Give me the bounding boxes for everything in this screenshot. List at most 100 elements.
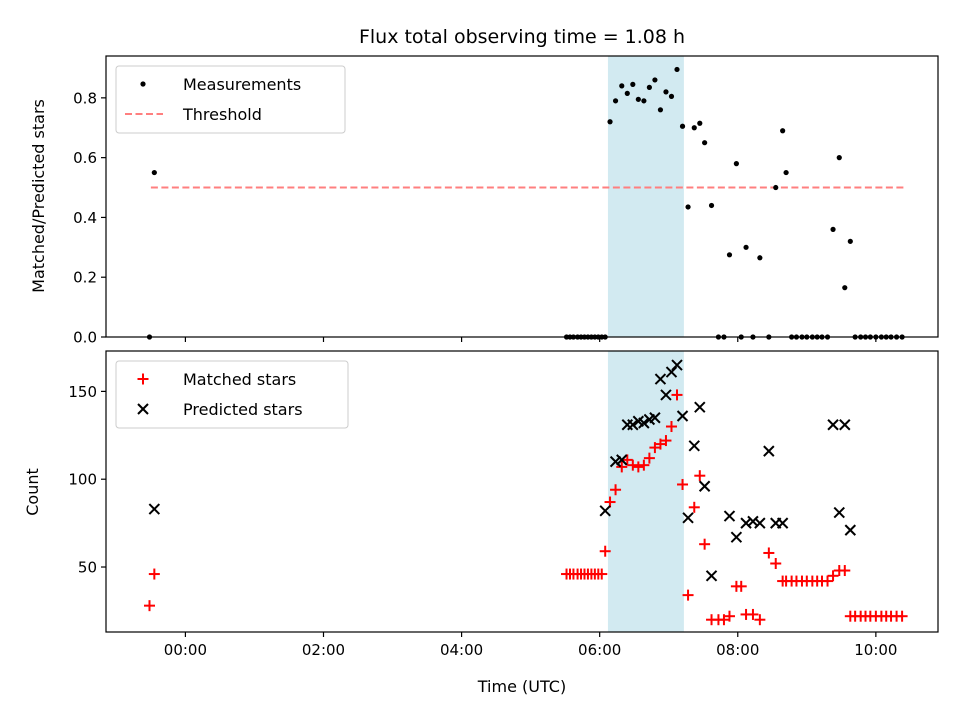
y-tick-label: 100 xyxy=(68,471,97,489)
data-point xyxy=(730,531,743,543)
series-matched-stars xyxy=(143,389,908,626)
data-point xyxy=(847,238,853,244)
data-point xyxy=(665,366,678,378)
data-point xyxy=(708,202,715,209)
y-tick-label: 0.6 xyxy=(73,149,97,167)
data-point xyxy=(773,184,779,191)
x-stroke-2 xyxy=(776,517,789,529)
data-point xyxy=(646,84,652,90)
x-tick-label: 08:00 xyxy=(716,641,759,659)
data-point xyxy=(763,547,775,559)
x-tick-label: 10:00 xyxy=(854,641,897,659)
x-stroke-2 xyxy=(827,419,839,431)
x-stroke-2 xyxy=(616,454,628,466)
data-point xyxy=(844,524,857,536)
legend-label: Measurements xyxy=(183,75,301,94)
x-stroke-2 xyxy=(747,515,759,528)
legend-label: Matched stars xyxy=(183,370,296,389)
x-stroke-2 xyxy=(627,419,639,431)
data-point xyxy=(747,515,759,528)
x-stroke-2 xyxy=(632,415,645,427)
x-stroke-2 xyxy=(682,512,694,524)
data-point xyxy=(621,454,633,466)
axes-frame xyxy=(105,55,939,338)
data-point xyxy=(763,445,775,457)
x-stroke-2 xyxy=(599,505,611,517)
x-tick-label: 02:00 xyxy=(302,641,345,659)
y-tick-label: 50 xyxy=(78,559,97,577)
data-point xyxy=(643,452,655,464)
data-point xyxy=(827,570,839,582)
data-point xyxy=(733,161,739,167)
data-point xyxy=(718,614,730,626)
highlight-span xyxy=(607,56,684,337)
data-point xyxy=(723,510,736,522)
legend-entry: Threshold xyxy=(125,105,262,124)
x-stroke-2 xyxy=(723,510,736,522)
data-point xyxy=(641,98,647,104)
data-point xyxy=(627,419,639,431)
x-stroke-2 xyxy=(698,480,711,492)
data-point xyxy=(596,568,608,580)
data-point xyxy=(638,459,650,471)
data-point xyxy=(663,89,669,95)
x-stroke-2 xyxy=(688,440,700,452)
data-point xyxy=(649,442,661,454)
data-point xyxy=(649,412,661,424)
x-stroke-2 xyxy=(671,359,683,371)
data-point xyxy=(148,568,160,580)
y-tick-label: 0.2 xyxy=(73,269,97,287)
x-stroke-2 xyxy=(730,531,743,543)
data-point xyxy=(842,285,848,291)
data-point xyxy=(143,600,155,612)
x-stroke-2 xyxy=(148,503,161,515)
data-point xyxy=(827,419,839,431)
data-point xyxy=(699,538,711,550)
data-point xyxy=(671,389,683,401)
data-point xyxy=(839,419,851,431)
legend-label: Predicted stars xyxy=(183,400,303,419)
data-point xyxy=(665,421,677,433)
data-point xyxy=(697,120,703,126)
legend: Measurements Threshold xyxy=(115,65,346,134)
data-point xyxy=(757,255,763,261)
data-point xyxy=(682,512,694,524)
y-tick-label: 0.0 xyxy=(73,329,97,347)
bottom-y-axis-label: Count xyxy=(23,468,42,516)
data-point xyxy=(607,119,613,125)
x-stroke-2 xyxy=(654,373,667,385)
legend-box xyxy=(115,360,349,429)
data-point xyxy=(688,440,700,452)
data-point xyxy=(679,123,686,129)
data-point xyxy=(688,501,700,513)
x-stroke-2 xyxy=(649,412,661,424)
y-tick-label: 150 xyxy=(68,383,97,401)
data-point xyxy=(151,169,157,176)
legend: Matched stars Predicted stars xyxy=(115,360,349,429)
axes-frame xyxy=(105,350,939,633)
data-point xyxy=(610,484,622,496)
data-point xyxy=(635,96,641,102)
data-point xyxy=(691,125,697,131)
data-point xyxy=(627,459,639,471)
y-tick-label: 0.4 xyxy=(73,209,97,227)
x-stroke-2 xyxy=(705,570,718,582)
data-point xyxy=(652,77,658,83)
bottom-x-axis-label: Time (UTC) xyxy=(477,677,566,696)
chart-title: Flux total observing time = 1.08 h xyxy=(359,26,685,48)
x-stroke-2 xyxy=(660,389,672,401)
series-predicted-stars xyxy=(148,359,857,582)
x-stroke-2 xyxy=(844,524,857,536)
data-point xyxy=(660,389,672,401)
data-point xyxy=(747,608,759,620)
x-stroke-2 xyxy=(694,401,706,413)
data-point xyxy=(685,204,691,210)
x-stroke-2 xyxy=(740,517,752,529)
data-point xyxy=(676,410,689,422)
data-point xyxy=(896,610,908,622)
x-stroke-2 xyxy=(763,445,775,457)
data-point xyxy=(694,470,706,482)
legend-entry: Predicted stars xyxy=(137,400,303,419)
data-point xyxy=(754,614,766,626)
